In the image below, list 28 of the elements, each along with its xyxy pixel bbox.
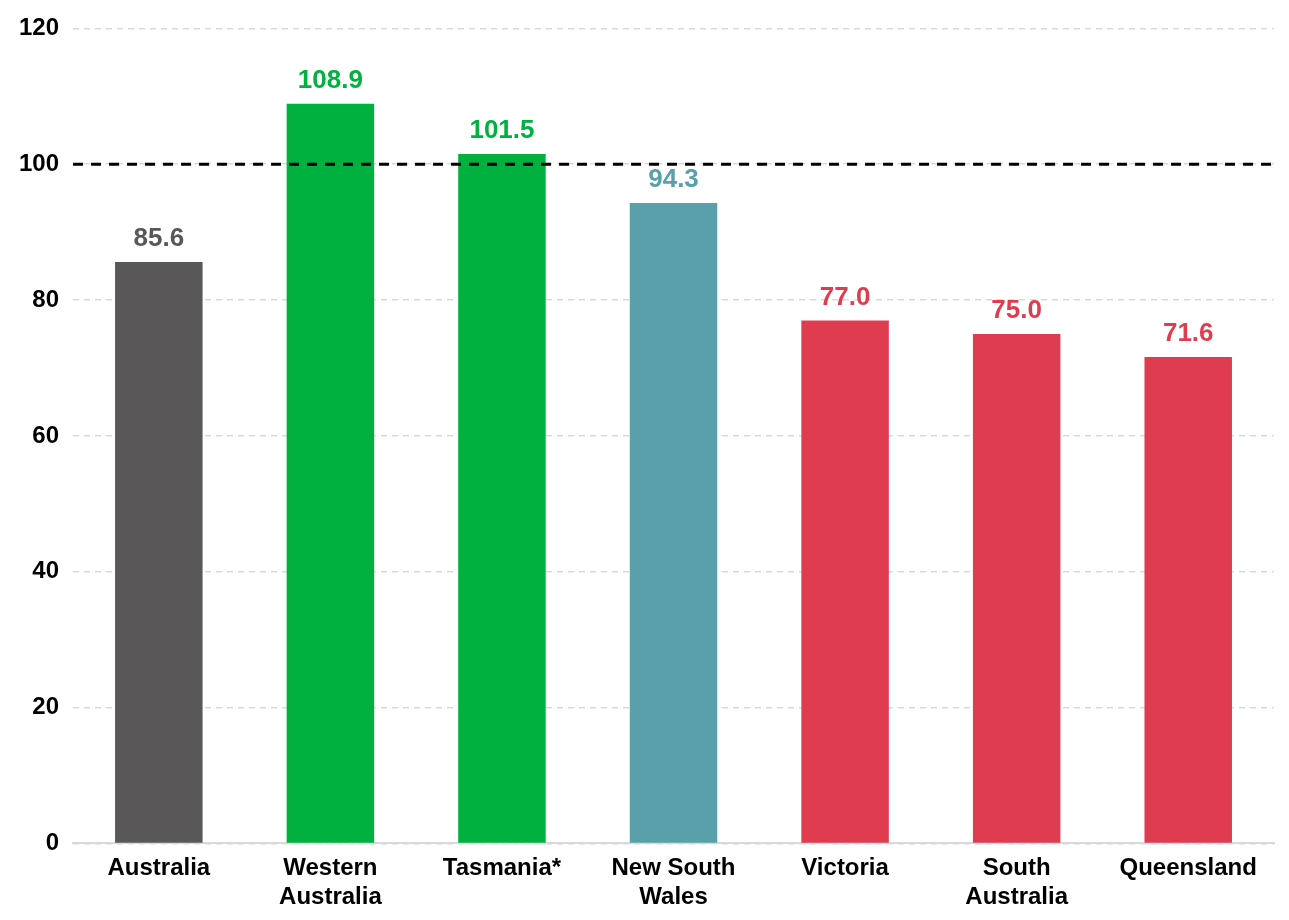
data-label: 101.5 <box>469 114 535 145</box>
x-tick-label: Western Australia <box>279 853 383 910</box>
y-tick-label: 60 <box>32 420 60 448</box>
x-tick-label: Tasmania* <box>442 853 562 881</box>
x-tick-label: New South Wales <box>611 853 736 910</box>
bar <box>972 334 1061 843</box>
y-tick-label: 80 <box>32 284 60 312</box>
x-tick-label: South Australia <box>965 853 1069 910</box>
bar <box>629 202 718 843</box>
x-tick-label: Australia <box>107 853 211 881</box>
y-tick-label: 40 <box>32 556 60 584</box>
bar <box>115 262 203 843</box>
y-tick-label: 120 <box>19 13 60 41</box>
x-tick-label: Victoria <box>801 853 890 881</box>
bar <box>801 320 889 843</box>
data-label: 85.6 <box>133 222 185 253</box>
x-tick-label: Queensland <box>1119 853 1257 881</box>
bar <box>286 103 375 843</box>
y-tick-label: 20 <box>32 692 60 720</box>
bar <box>1144 357 1232 843</box>
data-label: 77.0 <box>819 280 871 311</box>
data-label: 94.3 <box>648 163 699 194</box>
data-label: 71.6 <box>1162 317 1214 348</box>
bar <box>458 154 546 843</box>
y-tick-label: 0 <box>45 828 60 856</box>
data-label: 108.9 <box>297 63 363 94</box>
data-label: 75.0 <box>991 294 1042 325</box>
y-tick-label: 100 <box>19 148 60 176</box>
